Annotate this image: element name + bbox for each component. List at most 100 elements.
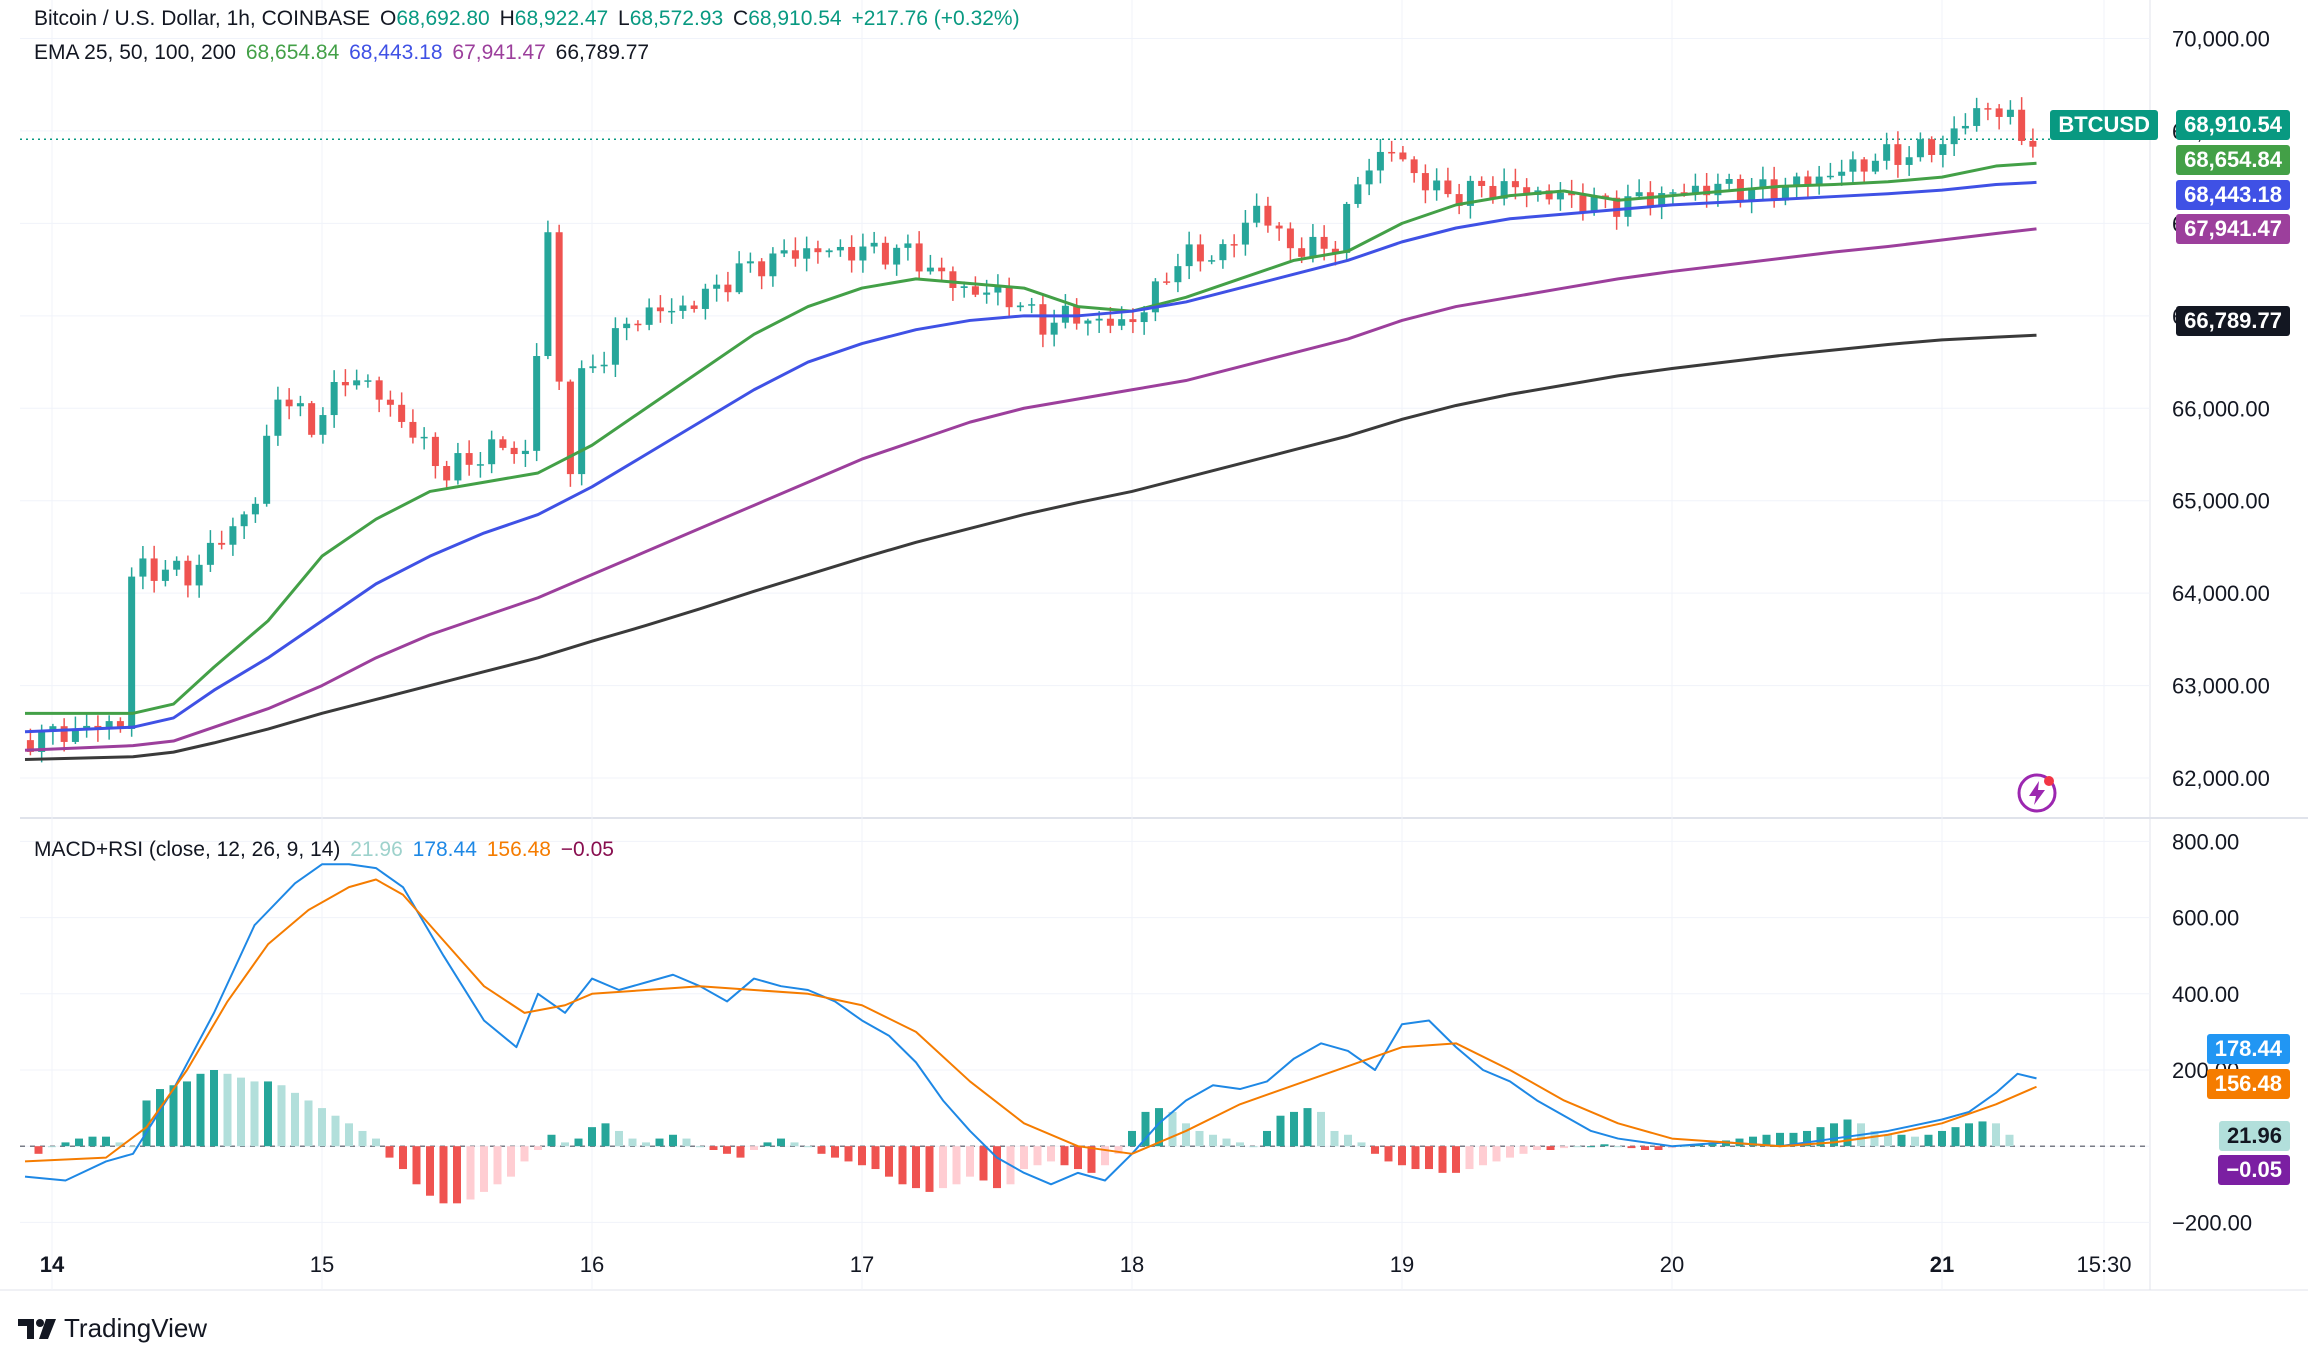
- candle: [161, 560, 169, 587]
- histogram-bar: [34, 1146, 43, 1154]
- candle-body: [803, 248, 811, 259]
- histogram-bar: [1033, 1146, 1042, 1166]
- histogram-bar: [1249, 1146, 1258, 1148]
- histogram-bar: [534, 1146, 542, 1150]
- candle-body: [1669, 192, 1677, 194]
- candle: [2029, 128, 2037, 158]
- histogram-bar: [1344, 1134, 1352, 1147]
- histogram-bar: [1560, 1146, 1568, 1149]
- candle-body: [364, 380, 372, 382]
- candle-body: [240, 514, 248, 527]
- tradingview-logo[interactable]: TradingView: [18, 1313, 207, 1344]
- time-tick-label: 17: [850, 1252, 874, 1277]
- close-label: C: [733, 7, 749, 30]
- candle-body: [870, 242, 878, 247]
- histogram-bar: [574, 1138, 583, 1147]
- candle-body: [1804, 176, 1812, 187]
- histogram-bar: [1452, 1146, 1460, 1173]
- candle: [206, 530, 214, 572]
- candle-body: [1995, 108, 2003, 117]
- histogram-bar: [628, 1138, 637, 1147]
- candle: [1230, 234, 1238, 258]
- candle-body: [161, 569, 169, 581]
- candle: [1151, 278, 1159, 322]
- tradingview-icon: [18, 1318, 56, 1339]
- histogram-bar: [183, 1081, 191, 1147]
- histogram-bar: [1047, 1146, 1055, 1162]
- candle-body: [488, 439, 496, 465]
- histogram-bar: [426, 1146, 434, 1196]
- candle-body: [83, 725, 91, 729]
- low-value: 68,572.93: [629, 7, 724, 30]
- histogram-bar: [547, 1134, 556, 1147]
- candle-body: [330, 382, 338, 416]
- candle: [1016, 302, 1024, 312]
- candle: [1916, 132, 1924, 162]
- ema50-value: 68,443.18: [349, 41, 443, 64]
- candle-body: [904, 243, 912, 248]
- candle: [251, 497, 259, 523]
- candle: [566, 379, 574, 487]
- histogram-bar: [1114, 1146, 1123, 1154]
- lightning-icon[interactable]: [2016, 772, 2058, 814]
- candle-body: [893, 247, 901, 265]
- candle: [1174, 253, 1182, 293]
- candle: [1399, 146, 1407, 162]
- time-tick-label: 20: [1660, 1252, 1684, 1277]
- candle: [1601, 193, 1609, 209]
- open-value: 68,692.80: [396, 7, 490, 30]
- candle: [1748, 178, 1756, 214]
- histogram-bar: [1236, 1142, 1244, 1147]
- histogram-bar: [1060, 1146, 1069, 1166]
- candle-body: [229, 526, 237, 545]
- candle: [488, 430, 496, 474]
- histogram-bar: [102, 1136, 110, 1147]
- candle-body: [1973, 108, 1981, 126]
- candle-body: [510, 447, 518, 455]
- candle-body: [668, 310, 676, 313]
- candle: [1196, 234, 1204, 272]
- histogram-bar: [736, 1146, 745, 1158]
- histogram-bar: [1803, 1130, 1811, 1147]
- candle-body: [566, 381, 574, 475]
- histogram-bar: [804, 1146, 812, 1148]
- candle-body: [1230, 244, 1238, 246]
- histogram-bar: [696, 1146, 704, 1148]
- candle: [1815, 165, 1823, 195]
- histogram-bar: [831, 1146, 839, 1158]
- histogram-bar: [1087, 1146, 1096, 1173]
- candle-body: [1500, 181, 1508, 199]
- candle: [859, 233, 867, 273]
- candle: [1860, 157, 1868, 182]
- candle: [769, 247, 777, 287]
- histogram-bar: [561, 1142, 569, 1147]
- candle-body: [353, 380, 361, 386]
- candle-body: [1568, 192, 1576, 196]
- candle: [1928, 136, 1936, 163]
- ema50-tag: 68,443.18: [2176, 180, 2290, 210]
- histogram-bar: [1357, 1142, 1366, 1147]
- candle-body: [1523, 187, 1531, 196]
- candle-body: [1894, 144, 1902, 165]
- histogram-bar: [142, 1100, 151, 1147]
- histogram-bar: [358, 1130, 367, 1147]
- candle: [701, 283, 709, 320]
- candle: [1455, 183, 1463, 215]
- histogram-bar: [1222, 1138, 1231, 1147]
- price-tick-label: 70,000.00: [2172, 26, 2270, 51]
- candle-body: [1253, 205, 1261, 223]
- histogram-bar: [1168, 1111, 1177, 1147]
- histogram-bar: [480, 1146, 488, 1192]
- histogram-bar: [952, 1146, 961, 1185]
- candle-body: [848, 246, 856, 261]
- price-tick-label: 64,000.00: [2172, 581, 2270, 606]
- candle: [1421, 164, 1429, 204]
- histogram-bar: [1519, 1146, 1528, 1154]
- histogram-bar: [1492, 1146, 1501, 1162]
- candle: [285, 388, 293, 420]
- candle-body: [319, 415, 327, 435]
- time-tick-label: 15:30: [2076, 1252, 2131, 1277]
- candle: [1388, 140, 1396, 162]
- histogram-bar: [723, 1146, 731, 1154]
